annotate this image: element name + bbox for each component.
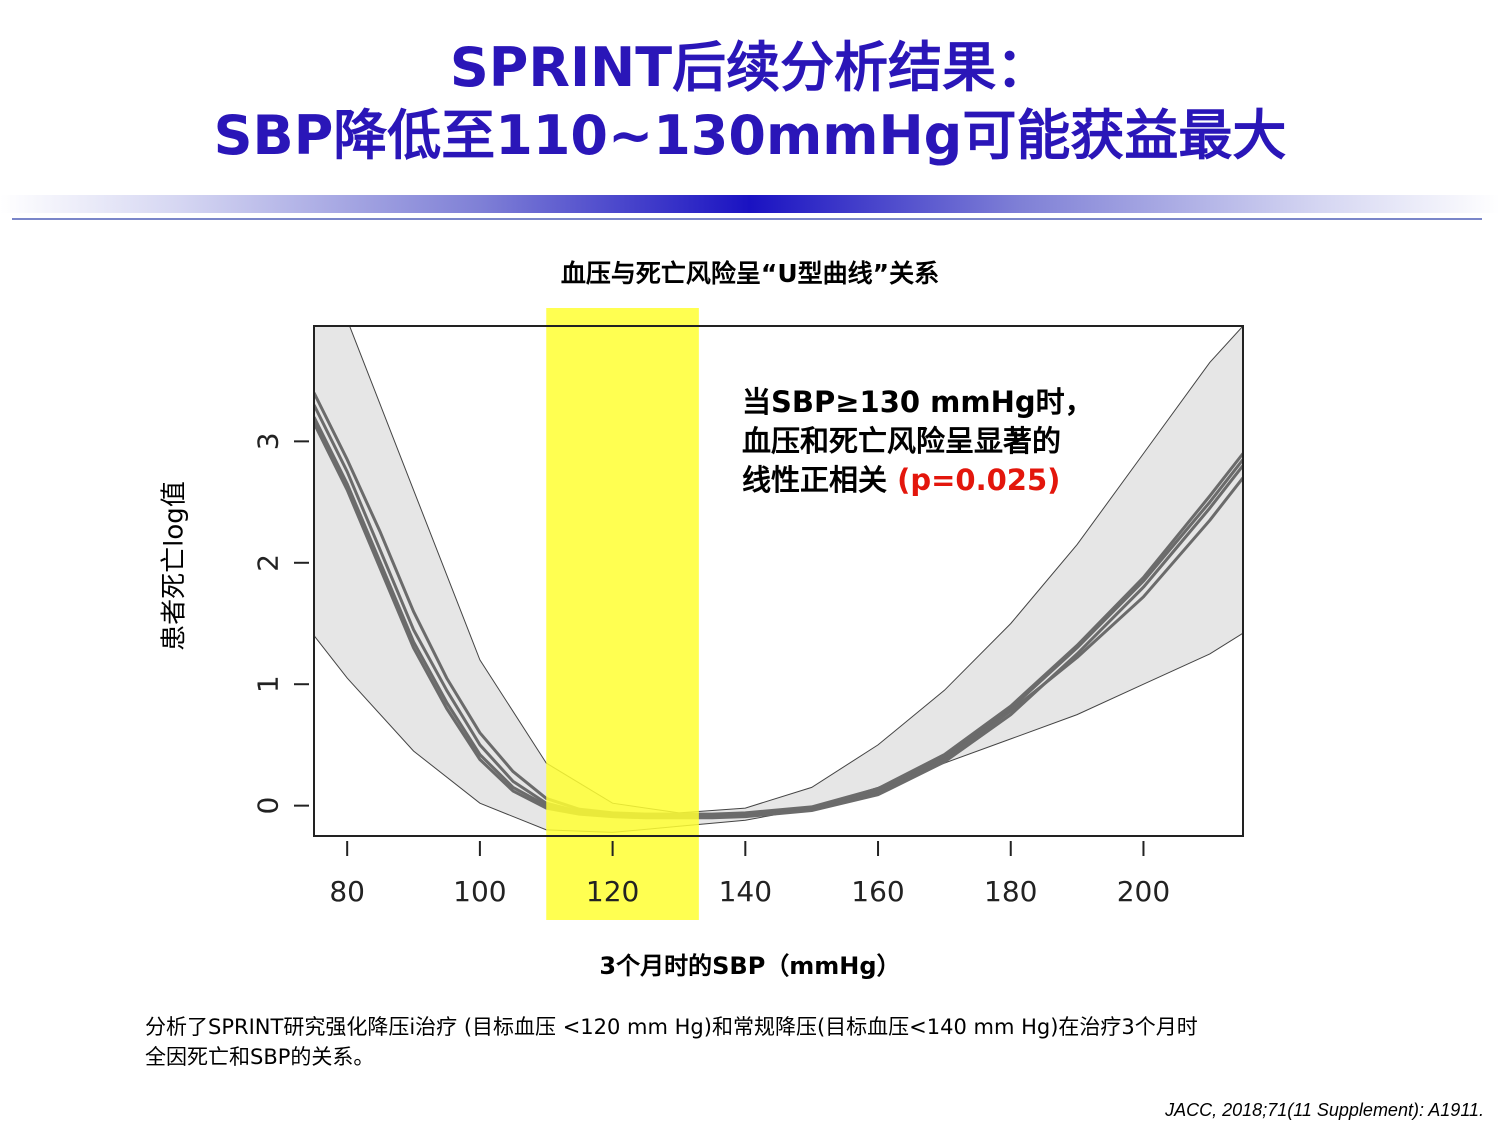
annotation-line-3: 线性正相关 (p=0.025) xyxy=(742,461,1094,500)
highlight-band-110-130 xyxy=(546,308,699,920)
footnote-line-1: 分析了SPRINT研究强化降压i治疗 (目标血压 <120 mm Hg)和常规降… xyxy=(145,1015,1198,1039)
x-tick-label-140: 140 xyxy=(719,875,772,908)
annotation-line-3-text: 线性正相关 xyxy=(742,463,898,497)
y-axis-label: 患者死亡log值 xyxy=(159,481,190,651)
reference-citation: JACC, 2018;71(11 Supplement): A1911. xyxy=(1165,1100,1484,1120)
footnote-line-2: 全因死亡和SBP的关系。 xyxy=(145,1045,375,1069)
footnote: 分析了SPRINT研究强化降压i治疗 (目标血压 <120 mm Hg)和常规降… xyxy=(145,1012,1198,1072)
p-value: (p=0.025) xyxy=(897,463,1061,497)
confidence-band-upper xyxy=(349,326,1243,814)
annotation-line-1: 当SBP≥130 mmHg时， xyxy=(742,385,1094,419)
x-tick-label-80: 80 xyxy=(329,875,365,908)
y-tick-label-1: 1 xyxy=(252,675,285,693)
x-tick-label-160: 160 xyxy=(851,875,904,908)
annotation-line-2: 血压和死亡风险呈显著的 xyxy=(742,424,1062,458)
y-tick-label-2: 2 xyxy=(252,554,285,572)
slide-title: SPRINT后续分析结果： SBP降低至110~130mmHg可能获益最大 xyxy=(0,34,1500,170)
annotation-box: 当SBP≥130 mmHg时， 血压和死亡风险呈显著的 线性正相关 (p=0.0… xyxy=(742,383,1094,500)
confidence-band-group xyxy=(314,326,1243,833)
x-tick-label-100: 100 xyxy=(453,875,506,908)
x-tick-label-180: 180 xyxy=(984,875,1037,908)
title-gradient-band xyxy=(0,195,1500,213)
x-axis-label: 3个月时的SBP（mmHg） xyxy=(599,952,901,980)
plot-frame xyxy=(313,325,1244,837)
x-tick-label-120: 120 xyxy=(586,875,639,908)
confidence-band-fill xyxy=(314,326,1243,833)
title-divider xyxy=(12,218,1482,220)
title-line-2: SBP降低至110~130mmHg可能获益最大 xyxy=(213,104,1287,167)
title-line-1: SPRINT后续分析结果： xyxy=(449,36,1051,99)
chart-title: 血压与死亡风险呈“U型曲线”关系 xyxy=(560,259,940,288)
x-tick-label-200: 200 xyxy=(1117,875,1170,908)
axes-group: 80 100 120 140 160 180 200 0 1 2 3 xyxy=(252,325,1244,908)
highlight-group xyxy=(546,308,699,920)
y-tick-label-3: 3 xyxy=(252,432,285,450)
y-tick-label-0: 0 xyxy=(252,797,285,815)
